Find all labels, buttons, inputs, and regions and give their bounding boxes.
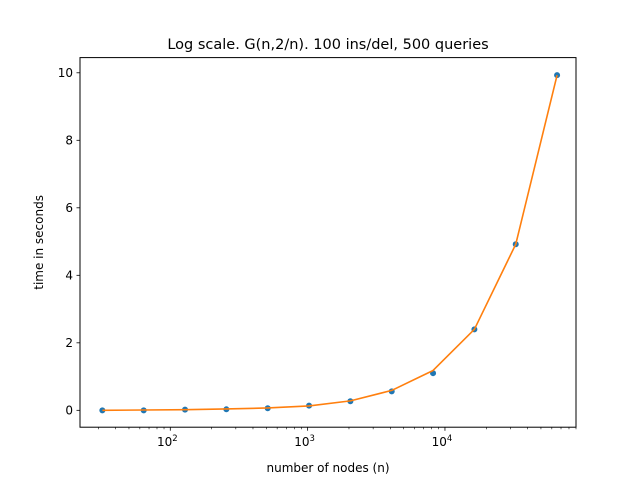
- y-axis: 0 2 4 6 8 10: [58, 66, 80, 418]
- x-tick-label: 103: [294, 434, 315, 449]
- series-line: [102, 74, 558, 412]
- y-tick-label: 2: [65, 336, 73, 350]
- x-axis: 102 103 104: [98, 427, 577, 449]
- y-tick-label: 6: [65, 201, 73, 215]
- y-tick-label: 0: [65, 404, 73, 418]
- chart-title: Log scale. G(n,2/n). 100 ins/del, 500 qu…: [167, 37, 488, 53]
- x-tick-label: 102: [157, 434, 178, 449]
- y-tick-label: 4: [65, 269, 73, 283]
- x-tick-label: 104: [432, 434, 453, 449]
- plot-frame: [79, 57, 577, 428]
- y-axis-label: time in seconds: [32, 195, 46, 290]
- plot-area: [99, 72, 561, 414]
- x-axis-label: number of nodes (n): [266, 461, 389, 475]
- y-tick-label: 8: [65, 134, 73, 148]
- y-tick-label: 10: [58, 66, 73, 80]
